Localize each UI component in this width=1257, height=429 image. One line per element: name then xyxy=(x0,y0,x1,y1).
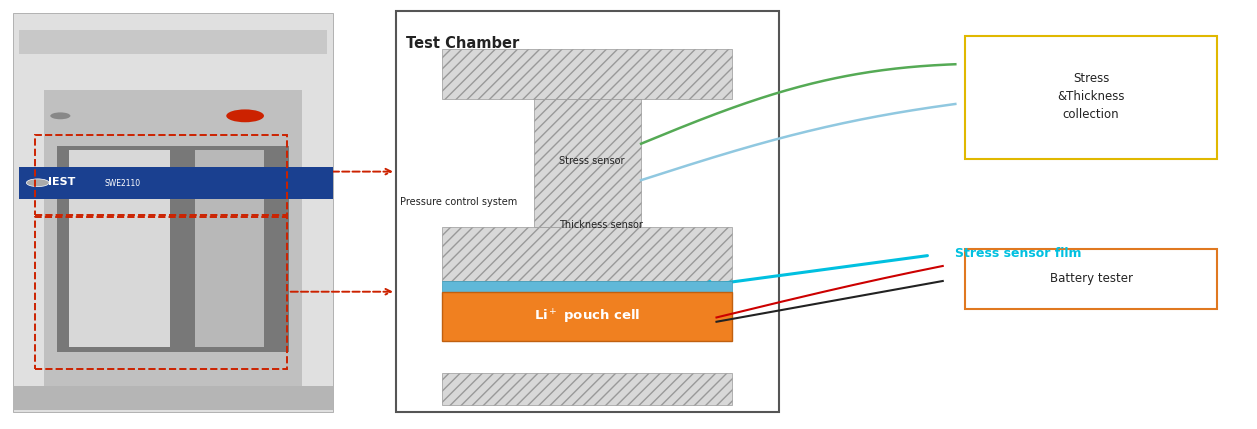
Bar xyxy=(13,13,333,412)
Circle shape xyxy=(226,109,264,122)
Bar xyxy=(442,281,732,292)
Circle shape xyxy=(26,179,49,187)
Text: Stress
&Thickness
collection: Stress &Thickness collection xyxy=(1057,72,1125,121)
Bar xyxy=(19,167,333,199)
Text: Stress sensor: Stress sensor xyxy=(559,156,625,166)
Text: IEST: IEST xyxy=(48,177,75,187)
Text: SWE2110: SWE2110 xyxy=(104,179,141,188)
Bar xyxy=(534,99,641,227)
Bar xyxy=(442,292,732,341)
Bar xyxy=(35,135,287,214)
Text: Pressure control system: Pressure control system xyxy=(400,196,517,207)
Bar xyxy=(44,90,302,386)
Bar xyxy=(965,249,1217,309)
Bar xyxy=(13,386,333,410)
Text: Test Chamber: Test Chamber xyxy=(406,36,519,51)
Text: Thickness sensor: Thickness sensor xyxy=(559,220,644,230)
Bar xyxy=(965,36,1217,159)
Bar xyxy=(442,373,732,405)
Circle shape xyxy=(50,112,70,119)
Bar xyxy=(195,150,264,347)
Text: Li$^+$ pouch cell: Li$^+$ pouch cell xyxy=(534,307,640,326)
Bar xyxy=(57,146,289,352)
Bar xyxy=(35,217,287,369)
Bar xyxy=(442,227,732,281)
Bar xyxy=(396,11,779,412)
Text: Battery tester: Battery tester xyxy=(1050,272,1133,285)
Bar xyxy=(442,49,732,99)
Bar xyxy=(69,150,170,347)
Text: Stress sensor film: Stress sensor film xyxy=(955,248,1082,260)
Bar xyxy=(19,30,327,54)
